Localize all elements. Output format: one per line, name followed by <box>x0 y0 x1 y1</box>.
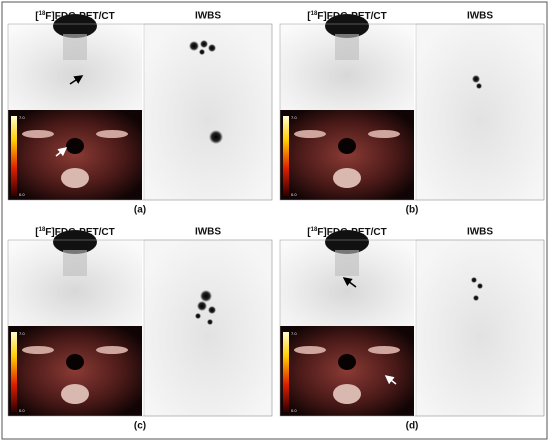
panel-border <box>279 239 545 417</box>
arrow <box>384 375 397 385</box>
spine <box>61 168 89 188</box>
colorbar <box>11 332 17 412</box>
colorbar-min: 0.0 <box>19 192 25 197</box>
spine <box>333 168 361 188</box>
iwbs-title: IWBS <box>195 11 221 22</box>
spine <box>61 384 89 404</box>
iwbs-image <box>143 239 273 417</box>
panel-caption: (b) <box>406 205 419 216</box>
uptake-spot <box>472 75 480 83</box>
panel-caption: (c) <box>134 421 146 432</box>
neck <box>335 34 359 60</box>
iwbs-background <box>143 239 273 417</box>
neck <box>63 250 87 276</box>
colorbar-max: 7.0 <box>291 115 297 120</box>
colorbar-min: 0.0 <box>291 192 297 197</box>
panel: [18F]FDG-PET/CTIWBS7.00.0(b) <box>279 11 545 216</box>
iwbs-background <box>415 239 545 417</box>
head <box>53 14 97 38</box>
clavicle <box>96 346 128 354</box>
neck <box>63 34 87 60</box>
colorbar-max: 7.0 <box>19 115 25 120</box>
uptake-spot <box>208 306 216 314</box>
iwbs-title: IWBS <box>467 11 493 22</box>
clavicle <box>368 130 400 138</box>
colorbar-min: 0.0 <box>291 408 297 413</box>
colorbar <box>283 332 289 412</box>
panel-border <box>7 23 273 201</box>
pet-title-sup: 18 <box>39 11 46 17</box>
neck <box>335 250 359 276</box>
colorbar-min: 0.0 <box>19 408 25 413</box>
uptake-spot <box>473 295 479 301</box>
head <box>53 230 97 254</box>
panel: [18F]FDG-PET/CTIWBS7.00.0(a) <box>7 11 273 216</box>
arrow <box>342 277 357 288</box>
panel: [18F]FDG-PET/CTIWBS7.00.0(c) <box>7 227 273 432</box>
iwbs-background <box>143 23 273 201</box>
iwbs-image <box>415 239 545 417</box>
panel: [18F]FDG-PET/CTIWBS7.00.0(d) <box>279 227 545 432</box>
colorbar-max: 7.0 <box>19 331 25 336</box>
panel-caption: (d) <box>406 421 419 432</box>
airway <box>338 354 356 370</box>
pet-title-sup: 18 <box>311 11 318 17</box>
head <box>325 14 369 38</box>
clavicle <box>22 346 54 354</box>
uptake-spot <box>477 283 483 289</box>
iwbs-background <box>415 23 545 201</box>
colorbar-max: 7.0 <box>291 331 297 336</box>
spine <box>333 384 361 404</box>
clavicle <box>294 130 326 138</box>
airway <box>338 138 356 154</box>
iwbs-title: IWBS <box>467 227 493 238</box>
uptake-spot <box>200 290 212 302</box>
arrow <box>69 75 84 85</box>
uptake-spot <box>199 49 205 55</box>
clavicle <box>22 130 54 138</box>
uptake-spot <box>471 277 477 283</box>
clavicle <box>368 346 400 354</box>
iwbs-image <box>415 23 545 201</box>
pet-title-part: [ <box>35 11 39 22</box>
clavicle <box>96 130 128 138</box>
colorbar <box>11 116 17 196</box>
uptake-spot <box>197 301 207 311</box>
clavicle <box>294 346 326 354</box>
panel-caption: (a) <box>134 205 146 216</box>
uptake-spot <box>195 313 201 319</box>
airway <box>66 354 84 370</box>
head <box>325 230 369 254</box>
iwbs-title: IWBS <box>195 227 221 238</box>
uptake-spot <box>200 40 208 48</box>
pet-title-sup: 18 <box>311 227 318 233</box>
uptake-spot <box>209 130 223 144</box>
panel-border <box>7 239 273 417</box>
uptake-spot <box>207 319 213 325</box>
pet-title-sup: 18 <box>39 227 46 233</box>
colorbar <box>283 116 289 196</box>
uptake-spot <box>208 44 216 52</box>
uptake-spot <box>476 83 482 89</box>
pet-title-part: [ <box>35 227 39 238</box>
panel-border <box>279 23 545 201</box>
airway <box>66 138 84 154</box>
iwbs-image <box>143 23 273 201</box>
arrow <box>55 147 68 157</box>
pet-title-part: [ <box>307 11 311 22</box>
uptake-spot <box>189 41 199 51</box>
pet-title-part: [ <box>307 227 311 238</box>
